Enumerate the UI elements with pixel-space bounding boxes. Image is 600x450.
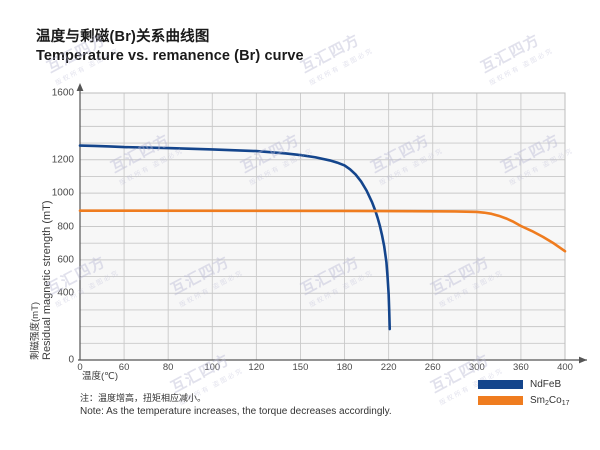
x-tick-label: 400 — [557, 362, 573, 373]
legend-label-smco: Sm2Co17 — [530, 395, 570, 407]
y-axis-tick-labels: 0 400 600 800 1000 1200 1600 — [32, 0, 74, 450]
chart-note: 注：温度增高，扭矩相应减小。 Note: As the temperature … — [80, 392, 460, 419]
chart-legend: NdFeB Sm2Co17 — [478, 378, 594, 410]
chart-note-en: Note: As the temperature increases, the … — [80, 406, 392, 417]
chart-title-block: 温度与剩磁(Br)关系曲线图 Temperature vs. remanence… — [36, 28, 456, 66]
y-tick-label: 1200 — [51, 154, 74, 166]
chart-title-cn: 温度与剩磁(Br)关系曲线图 — [36, 29, 210, 45]
x-tick-label: 80 — [162, 362, 174, 373]
y-tick-label: 600 — [57, 254, 74, 266]
y-tick-label: 0 — [68, 354, 74, 366]
x-tick-label: 220 — [380, 362, 397, 373]
y-tick-label: 400 — [57, 287, 74, 299]
y-tick-label: 800 — [57, 221, 74, 232]
x-tick-label: 360 — [512, 362, 529, 373]
x-tick-label: 180 — [336, 362, 353, 373]
x-tick-label: 120 — [248, 362, 265, 373]
x-tick-label: 0 — [77, 362, 83, 373]
y-tick-label: 1600 — [51, 87, 74, 99]
legend-label-ndfeb: NdFeB — [530, 379, 562, 390]
legend-swatch-smco — [478, 396, 523, 405]
x-tick-label: 300 — [468, 362, 485, 373]
chart-title-en: Temperature vs. remanence (Br) curve — [36, 48, 304, 64]
legend-swatch-ndfeb — [478, 380, 523, 389]
x-tick-label: 100 — [204, 362, 221, 373]
y-tick-label: 1000 — [51, 187, 74, 199]
x-tick-label: 60 — [118, 362, 130, 373]
legend-item-ndfeb: NdFeB — [478, 378, 594, 391]
x-tick-label: 260 — [424, 362, 441, 373]
chart-note-cn: 注：温度增高，扭矩相应减小。 — [80, 393, 207, 403]
legend-item-smco: Sm2Co17 — [478, 394, 594, 407]
x-axis-title: 温度(℃) — [82, 371, 118, 382]
x-tick-label: 150 — [292, 362, 309, 373]
